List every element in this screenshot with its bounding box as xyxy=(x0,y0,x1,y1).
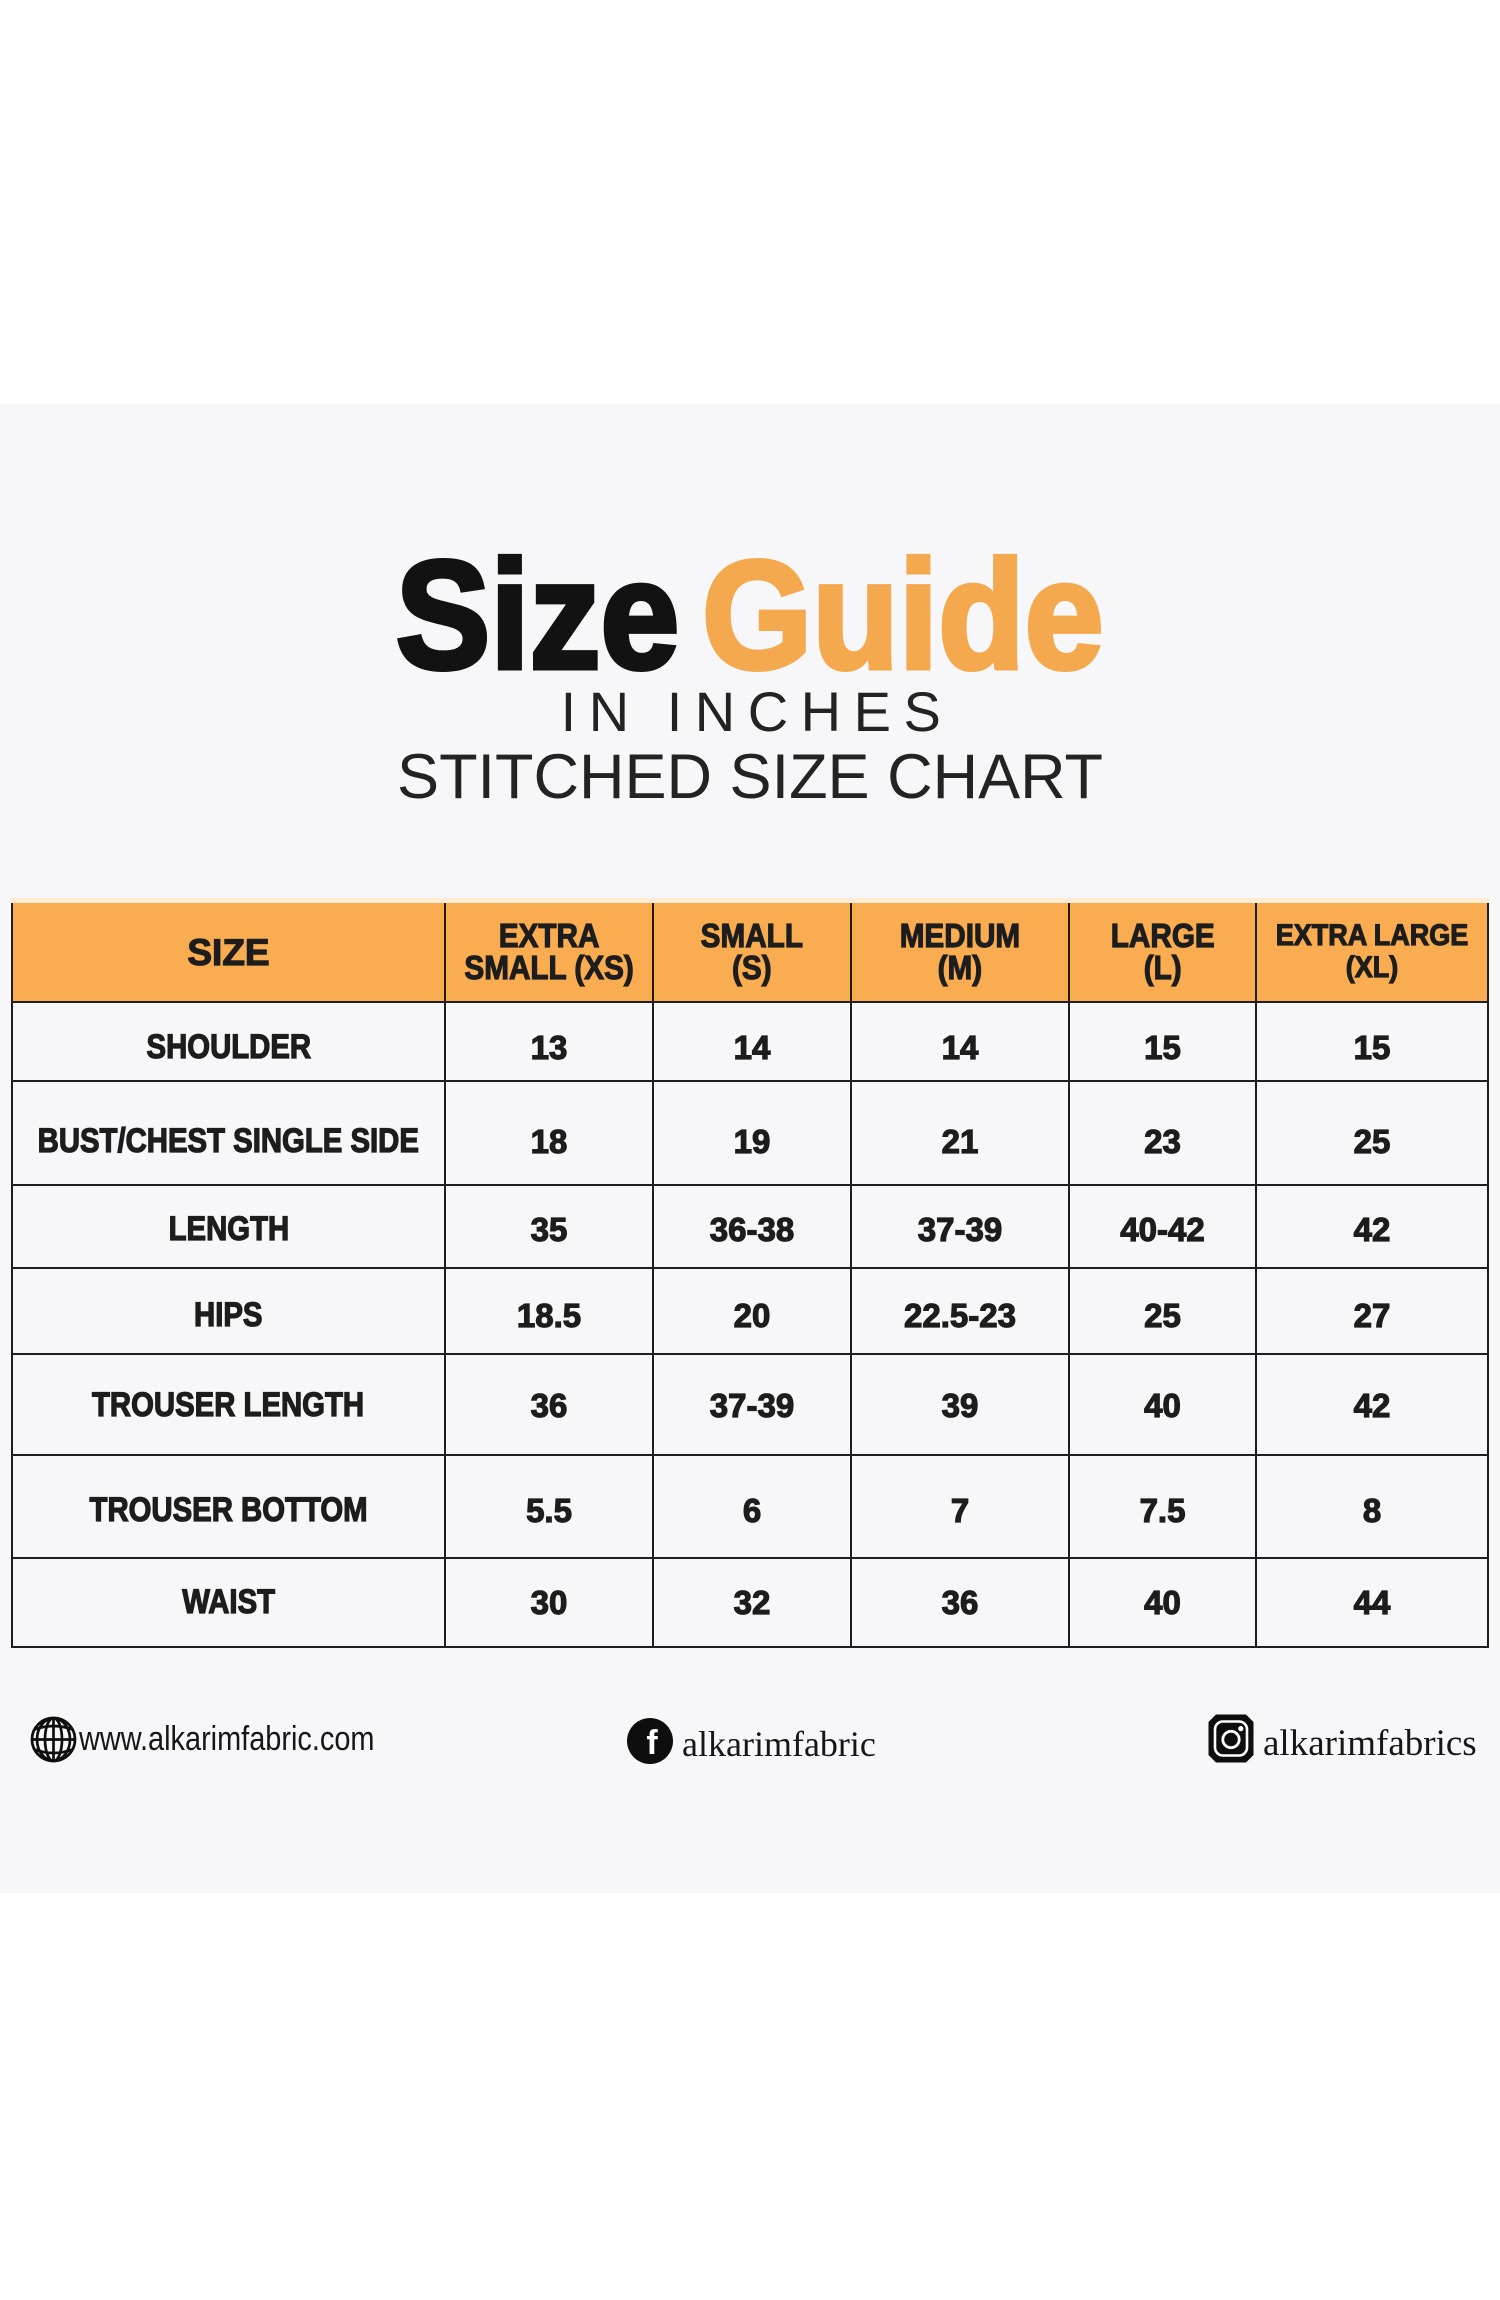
svg-text:f: f xyxy=(646,1724,658,1762)
